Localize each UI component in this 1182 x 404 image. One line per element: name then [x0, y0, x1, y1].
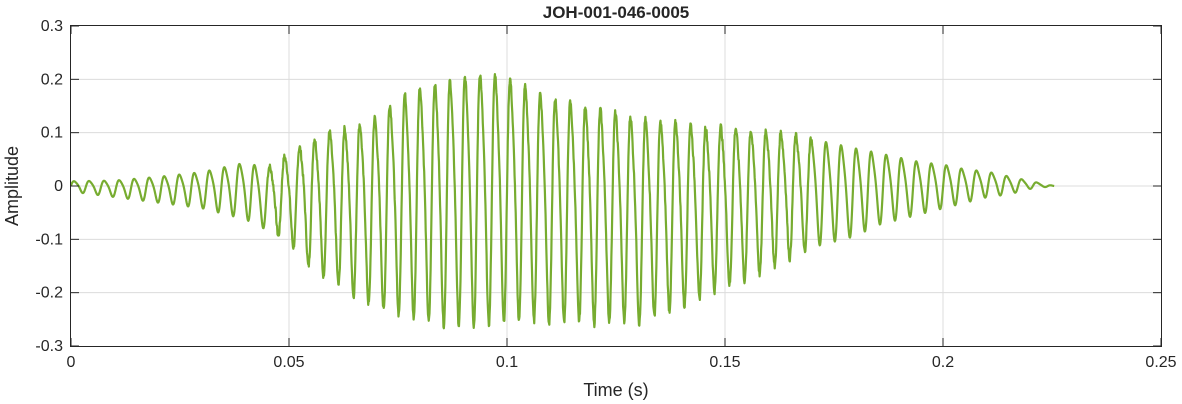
x-tick-label: 0.15 [709, 354, 740, 371]
y-axis-label: Amplitude [2, 146, 22, 226]
x-tick-label: 0.2 [932, 354, 954, 371]
x-tick-label: 0.25 [1145, 354, 1176, 371]
x-axis-label: Time (s) [583, 380, 648, 400]
x-axis-ticks: 0 0.05 0.1 0.15 0.2 0.25 [67, 26, 1177, 371]
y-tick-label: -0.1 [35, 231, 63, 248]
y-tick-label: -0.3 [35, 338, 63, 355]
y-tick-label: 0.1 [41, 125, 63, 142]
x-tick-label: 0.1 [496, 354, 518, 371]
plot-frame [70, 25, 1162, 347]
waveform-series-line [69, 72, 1055, 330]
series-layer [69, 72, 1055, 330]
y-tick-label: 0.3 [41, 18, 63, 35]
y-tick-label: -0.2 [35, 285, 63, 302]
x-tick-label: 0.05 [273, 354, 304, 371]
chart-title: JOH-001-046-0005 [543, 3, 689, 22]
y-tick-label: 0.2 [41, 71, 63, 88]
x-tick-label: 0 [67, 354, 76, 371]
y-tick-label: 0 [54, 178, 63, 195]
y-axis-ticks: -0.3 -0.2 -0.1 0 0.1 0.2 0.3 [35, 18, 1161, 355]
